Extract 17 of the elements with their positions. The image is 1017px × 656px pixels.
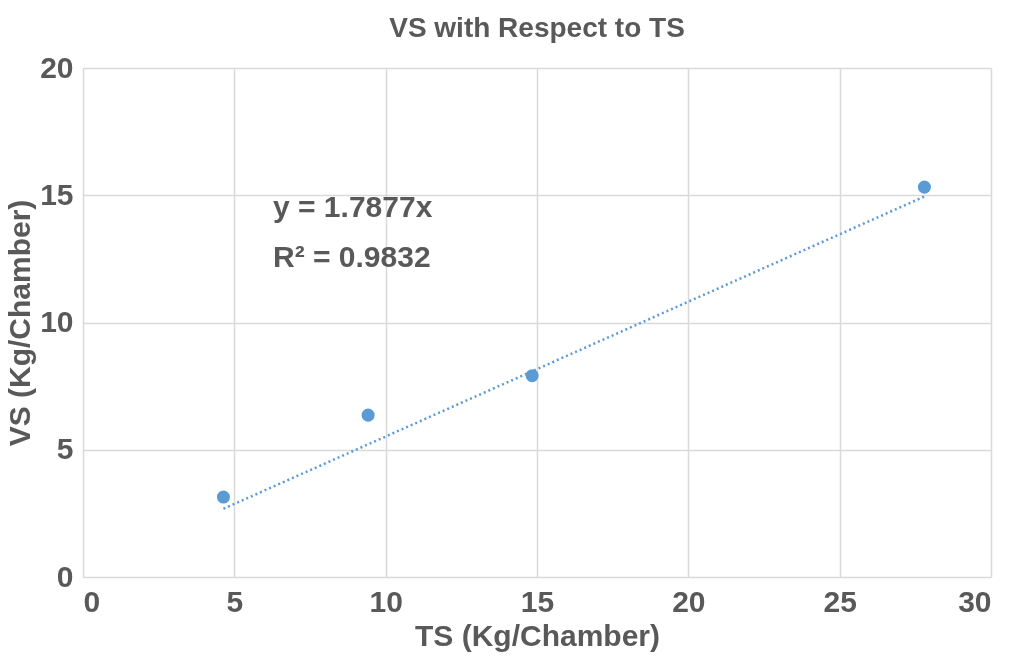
y-tick-label: 10 — [40, 305, 74, 338]
y-axis-title: VS (Kg/Chamber) — [3, 199, 37, 447]
x-axis-title: TS (Kg/Chamber) — [414, 618, 661, 652]
chart-title: VS with Respect to TS — [389, 12, 685, 43]
x-tick-label: 15 — [520, 584, 555, 618]
x-tick-label: 30 — [958, 584, 992, 618]
x-tick-label: 20 — [672, 584, 706, 618]
x-tick-label: 10 — [369, 584, 403, 618]
y-tick-label: 15 — [40, 177, 74, 211]
x-tick-label: 5 — [226, 584, 244, 618]
x-tick-label: 0 — [83, 584, 101, 618]
annotation: y = 1.7877x — [273, 190, 433, 223]
y-tick-label: 5 — [56, 432, 74, 466]
y-tick-label: 0 — [56, 559, 74, 593]
x-tick-label: 25 — [823, 584, 857, 618]
annotation: R² = 0.9832 — [273, 240, 431, 273]
y-tick-label: 20 — [40, 50, 74, 84]
